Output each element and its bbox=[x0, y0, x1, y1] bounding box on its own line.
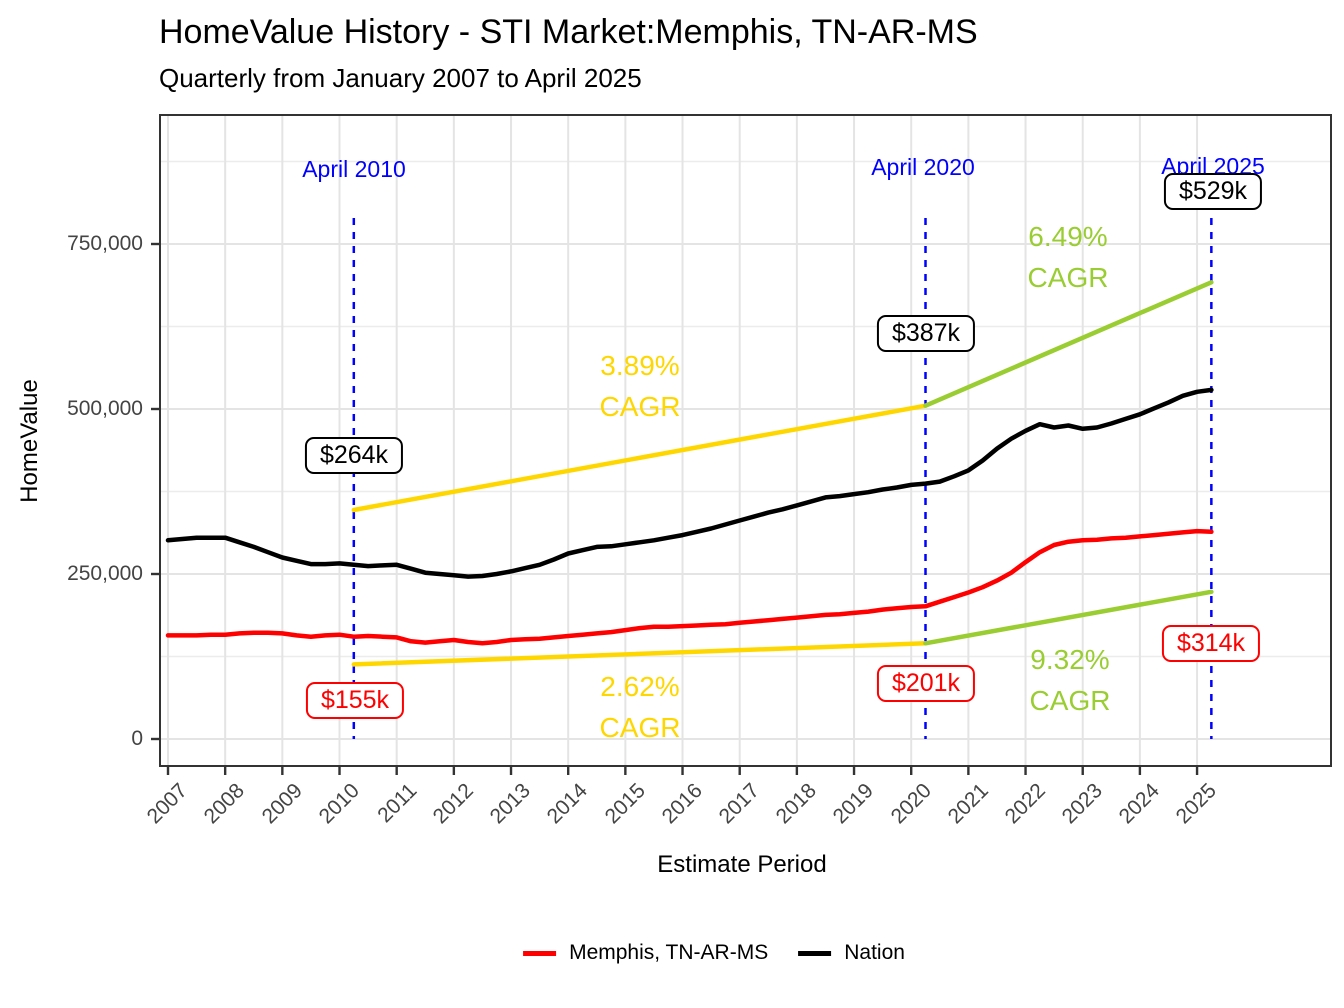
value-label-memphis-2025: $314k bbox=[1161, 625, 1261, 662]
value-label-nation-2010: $264k bbox=[304, 437, 404, 474]
cagr-caption: CAGR bbox=[599, 712, 681, 743]
y-tick-label: 500,000 bbox=[67, 397, 143, 420]
legend-key-memphis-line bbox=[523, 950, 557, 956]
trend-line bbox=[923, 589, 1214, 646]
cagr-annotation-memphis-2010-2020: 2.62% CAGR bbox=[600, 666, 681, 748]
legend-label-memphis: Memphis, TN-AR-MS bbox=[569, 941, 769, 964]
cagr-caption: CAGR bbox=[1027, 262, 1109, 293]
series-line bbox=[165, 387, 1214, 579]
cagr-rate: 9.32% bbox=[1030, 644, 1110, 675]
marker-label-april-2010: April 2010 bbox=[302, 156, 406, 182]
cagr-annotation-nation-2020-2025: 6.49% CAGR bbox=[1028, 216, 1109, 298]
series-line bbox=[165, 528, 1214, 646]
y-tick-label: 0 bbox=[131, 727, 143, 750]
trend-line bbox=[923, 280, 1214, 408]
cagr-rate: 6.49% bbox=[1028, 221, 1108, 252]
x-axis-title: Estimate Period bbox=[657, 851, 827, 878]
value-label-memphis-2020: $201k bbox=[876, 665, 976, 702]
cagr-rate: 3.89% bbox=[600, 350, 680, 381]
panel-border bbox=[159, 114, 1332, 767]
cagr-rate: 2.62% bbox=[600, 671, 680, 702]
cagr-annotation-memphis-2020-2025: 9.32% CAGR bbox=[1030, 639, 1111, 721]
trend-line bbox=[351, 641, 928, 667]
y-tick-label: 750,000 bbox=[67, 232, 143, 255]
value-label-nation-2025: $529k bbox=[1163, 173, 1263, 210]
value-label-memphis-2010: $155k bbox=[305, 682, 405, 719]
marker-label-april-2020: April 2020 bbox=[871, 154, 975, 180]
y-tick-label: 250,000 bbox=[67, 562, 143, 585]
cagr-caption: CAGR bbox=[599, 391, 681, 422]
cagr-caption: CAGR bbox=[1029, 685, 1111, 716]
chart-subtitle: Quarterly from January 2007 to April 202… bbox=[159, 63, 642, 93]
cagr-annotation-nation-2010-2020: 3.89% CAGR bbox=[600, 345, 681, 427]
trend-line bbox=[351, 403, 928, 513]
value-label-nation-2020: $387k bbox=[876, 315, 976, 352]
legend-label-nation: Nation bbox=[844, 941, 905, 964]
chart-title: HomeValue History - STI Market:Memphis, … bbox=[159, 13, 978, 51]
legend: Memphis, TN-AR-MS Nation bbox=[523, 941, 905, 965]
legend-key-nation-line bbox=[798, 950, 832, 956]
